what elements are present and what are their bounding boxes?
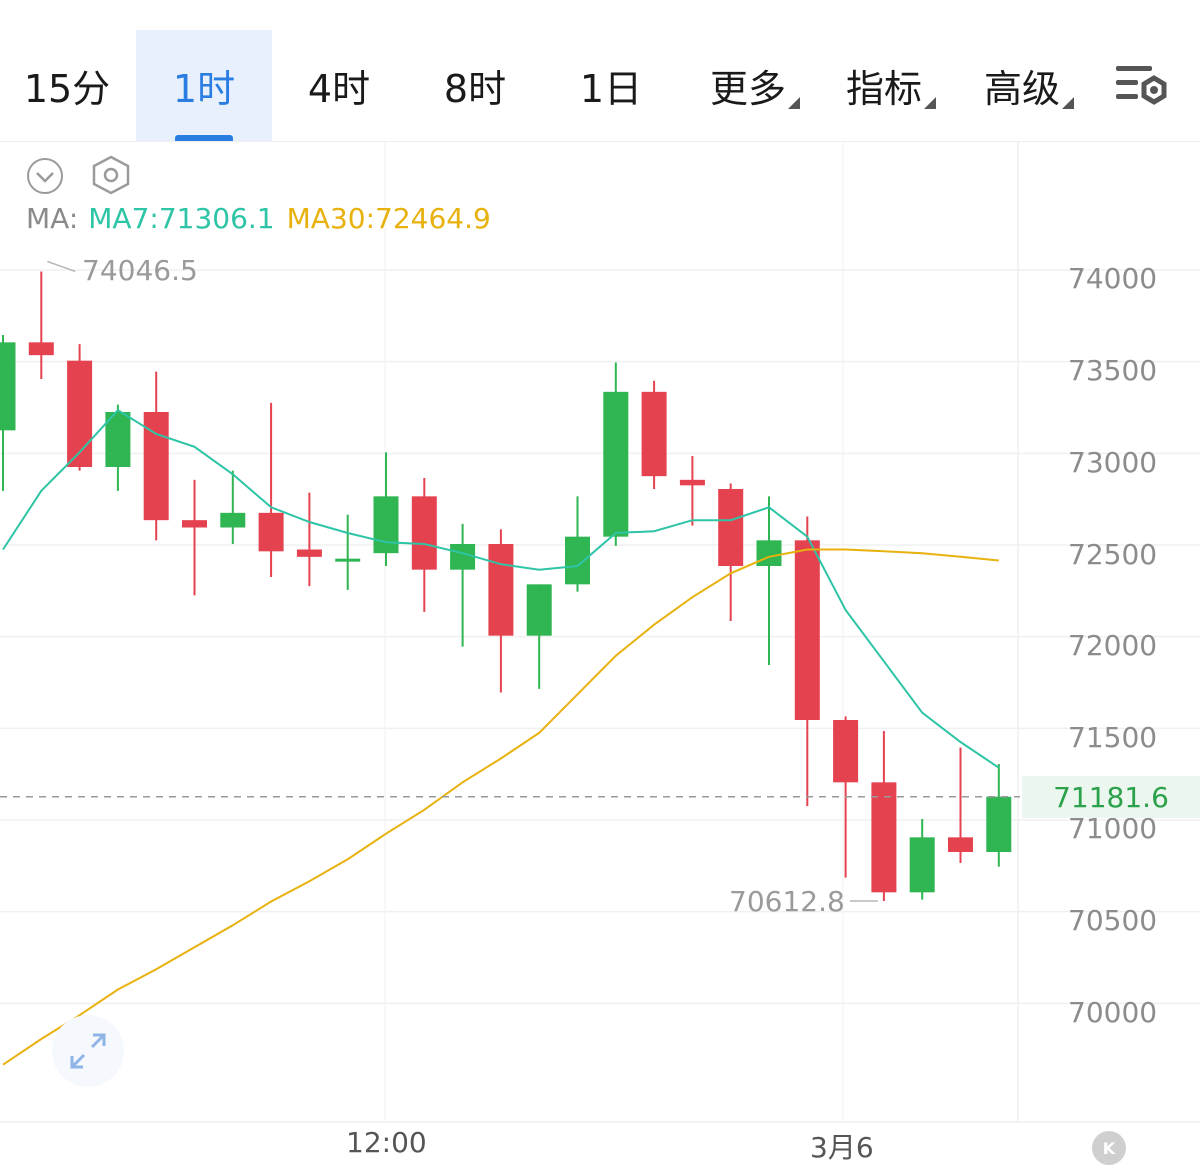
collapse-indicators-button[interactable] bbox=[25, 156, 65, 200]
hexagon-icon bbox=[92, 155, 130, 195]
ma-legend: MA: MA7:71306.1 MA30:72464.9 bbox=[26, 202, 491, 235]
candlestick-chart[interactable] bbox=[0, 142, 1200, 1172]
current-price-tag: 71181.6 bbox=[1022, 776, 1200, 818]
y-tick-label: 72500 bbox=[1068, 538, 1158, 571]
dropdown-triangle-icon bbox=[924, 96, 937, 109]
ma-label: MA: bbox=[26, 202, 79, 235]
more-dropdown[interactable]: 更多 bbox=[710, 30, 801, 141]
y-tick-label: 73000 bbox=[1068, 446, 1158, 479]
candle-body bbox=[182, 520, 207, 528]
collapse-icon bbox=[27, 158, 63, 194]
candle-body bbox=[143, 412, 169, 521]
y-tick-label: 73500 bbox=[1068, 354, 1158, 387]
candle-body bbox=[105, 412, 131, 467]
ma30-line bbox=[2, 548, 999, 1066]
indicator-dropdown[interactable]: 指标 bbox=[846, 30, 937, 141]
ma7-value: MA7:71306.1 bbox=[88, 202, 275, 235]
chart-settings-button[interactable] bbox=[1112, 60, 1172, 112]
dropdown-label: 高级 bbox=[984, 67, 1061, 111]
tab-label: 8时 bbox=[443, 67, 507, 111]
candle-body bbox=[833, 720, 859, 783]
dropdown-triangle-icon bbox=[1062, 96, 1075, 109]
candle-body bbox=[220, 512, 246, 528]
active-tab-indicator bbox=[175, 135, 233, 141]
indicator-settings-button[interactable] bbox=[89, 154, 133, 200]
candle-body bbox=[28, 342, 54, 356]
candle-body bbox=[718, 489, 744, 566]
candle-body bbox=[603, 391, 629, 537]
candle-body bbox=[67, 360, 93, 467]
tab-4hour[interactable]: 4时 bbox=[284, 30, 394, 141]
candle-body bbox=[373, 496, 399, 554]
x-tick-label: 12:00 bbox=[346, 1126, 427, 1159]
y-tick-label: 74000 bbox=[1068, 262, 1158, 295]
dropdown-label: 更多 bbox=[710, 67, 787, 111]
k-line-button[interactable]: K bbox=[1092, 1131, 1126, 1165]
low-price-label: 70612.8 bbox=[729, 885, 845, 918]
candle-body bbox=[0, 342, 16, 431]
y-tick-label: 70500 bbox=[1068, 904, 1158, 937]
candle-body bbox=[948, 837, 973, 852]
dropdown-label: 指标 bbox=[846, 67, 923, 111]
candle-body bbox=[335, 558, 361, 562]
expand-icon bbox=[70, 1033, 106, 1069]
fullscreen-button[interactable] bbox=[52, 1015, 124, 1087]
candle-body bbox=[909, 837, 935, 893]
interval-tab-bar: 15分 1时 4时 8时 1日 更多 指标 高级 bbox=[0, 0, 1200, 142]
y-tick-label: 72000 bbox=[1068, 629, 1158, 662]
candle-body bbox=[794, 540, 820, 720]
candle-body bbox=[526, 584, 552, 636]
tab-label: 4时 bbox=[307, 67, 371, 111]
y-tick-label: 70000 bbox=[1068, 996, 1158, 1029]
tab-15min[interactable]: 15分 bbox=[12, 30, 122, 141]
high-leader-line bbox=[47, 260, 76, 273]
candle-body bbox=[679, 479, 705, 486]
candle-body bbox=[488, 544, 514, 636]
tab-label: 15分 bbox=[23, 67, 111, 111]
high-price-label: 74046.5 bbox=[82, 254, 198, 287]
candle-body bbox=[296, 549, 322, 557]
y-tick-label: 71500 bbox=[1068, 721, 1158, 754]
tab-label: 1日 bbox=[579, 67, 643, 111]
candle-body bbox=[450, 544, 476, 570]
advanced-dropdown[interactable]: 高级 bbox=[984, 30, 1075, 141]
candle-body bbox=[871, 782, 897, 893]
tab-8hour[interactable]: 8时 bbox=[420, 30, 530, 141]
candle-body bbox=[986, 796, 1012, 852]
tab-label: 1时 bbox=[172, 67, 236, 111]
ma30-value: MA30:72464.9 bbox=[286, 202, 491, 235]
ma7-line bbox=[2, 408, 1000, 769]
candle-body bbox=[756, 540, 782, 566]
tab-1day[interactable]: 1日 bbox=[556, 30, 666, 141]
tab-1hour[interactable]: 1时 bbox=[136, 30, 272, 141]
dropdown-triangle-icon bbox=[788, 96, 801, 109]
candle-body bbox=[641, 391, 667, 477]
candle-body bbox=[411, 496, 437, 570]
x-tick-label: 3月6 bbox=[810, 1131, 874, 1164]
candle-body bbox=[565, 536, 590, 585]
candle-body bbox=[258, 512, 284, 552]
settings-icon bbox=[1116, 66, 1167, 105]
